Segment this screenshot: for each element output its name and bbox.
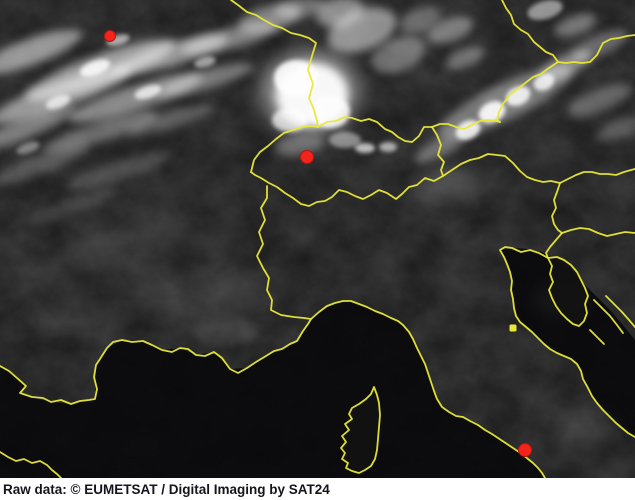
city-marker-1-icon — [104, 30, 116, 42]
border-istria — [547, 256, 589, 327]
country-borders-layer — [0, 0, 635, 478]
border-austria-sw-branch — [496, 61, 559, 123]
border-germany-austria — [501, 0, 559, 63]
border-slovenia-croatia — [561, 227, 635, 237]
city-marker-2-icon — [300, 150, 314, 164]
border-mediterranean-coast — [0, 300, 546, 478]
caption-bar: Raw data: © EUMETSAT / Digital Imaging b… — [0, 478, 635, 500]
border-corsica — [340, 386, 381, 474]
city-markers-layer — [104, 30, 532, 457]
border-adriatic-coast — [499, 246, 635, 438]
border-austria-east-branch — [557, 34, 635, 64]
copyright-caption: Raw data: © EUMETSAT / Digital Imaging b… — [3, 481, 330, 497]
border-swiss-german-east — [431, 119, 501, 130]
grain-overlay — [0, 0, 635, 478]
satellite-map — [0, 0, 635, 478]
border-spanish-coast — [0, 451, 62, 478]
border-swiss-east — [431, 126, 445, 177]
town-marker-icon — [509, 324, 517, 332]
satellite-map-area — [0, 0, 635, 478]
border-croatian-island-3 — [589, 329, 605, 345]
border-france-italy — [256, 185, 312, 320]
border-trieste-link — [545, 232, 563, 259]
border-austria-italy — [442, 153, 635, 184]
border-italy-slovenia — [551, 182, 563, 234]
border-france-germany-rhine — [230, 0, 319, 128]
city-marker-3-icon — [518, 443, 532, 457]
border-croatian-island-2 — [605, 295, 635, 328]
border-croatian-island-1 — [593, 299, 624, 334]
border-swiss-north — [250, 116, 433, 173]
border-swiss-south — [250, 171, 444, 207]
